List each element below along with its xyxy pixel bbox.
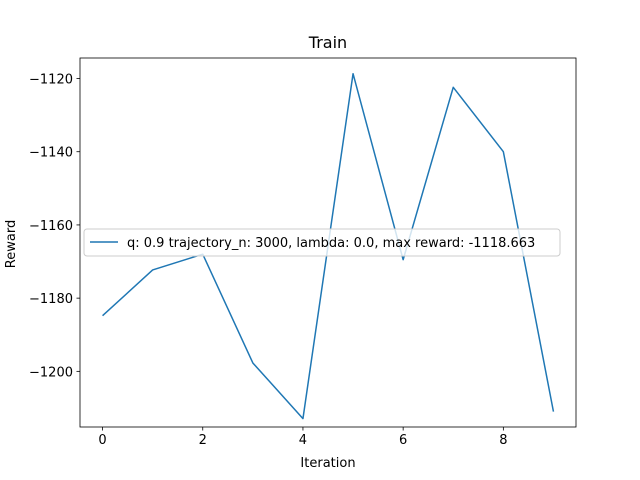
y-axis-label: Reward [4, 220, 19, 268]
x-tick-label: 8 [499, 433, 507, 448]
x-tick-label: 4 [299, 433, 307, 448]
axes-frame [79, 57, 577, 428]
legend-label-0: q: 0.9 trajectory_n: 3000, lambda: 0.0, … [127, 236, 535, 251]
y-tick-label: −1120 [29, 73, 73, 88]
y-tick-label: −1180 [29, 292, 73, 307]
legend-box [83, 228, 561, 257]
x-tick-label: 6 [399, 433, 407, 448]
x-axis-label: Iteration [300, 456, 355, 471]
chart-title: Train [308, 33, 347, 52]
y-tick-label: −1200 [29, 365, 73, 380]
x-tick-label: 2 [199, 433, 207, 448]
y-tick-label: −1140 [29, 146, 73, 161]
legend: q: 0.9 trajectory_n: 3000, lambda: 0.0, … [83, 228, 561, 257]
y-tick-label: −1160 [29, 219, 73, 234]
x-tick-label: 0 [98, 433, 106, 448]
axes: 0 2 4 6 8 −1200 −1180 −1160 −1140 −1120 [29, 57, 577, 448]
